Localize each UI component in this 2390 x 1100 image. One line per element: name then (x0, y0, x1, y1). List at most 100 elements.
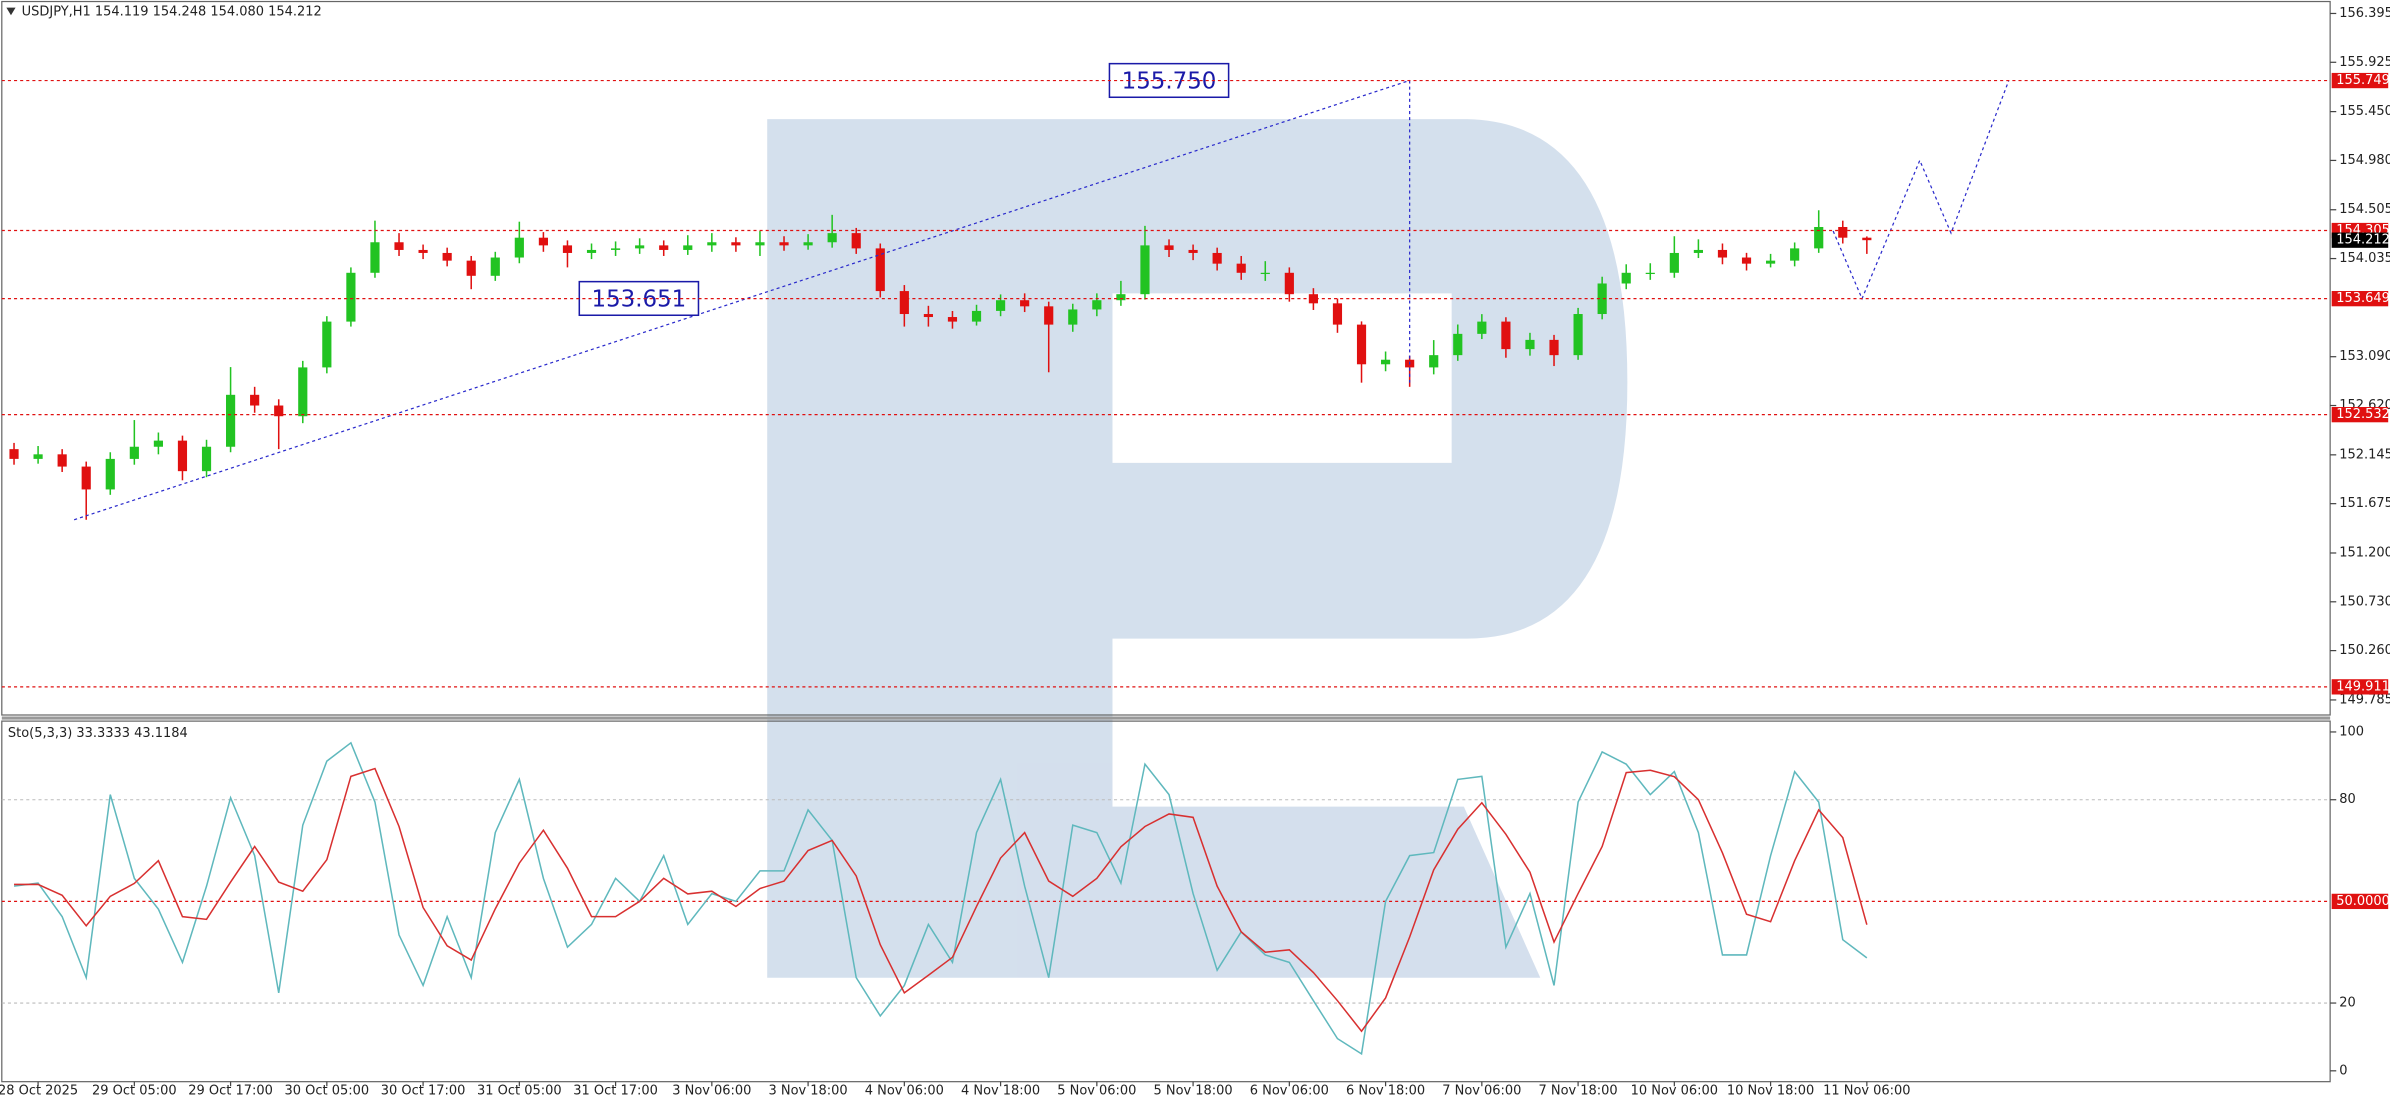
y-tick-label: 154.980 (2339, 153, 2390, 168)
candle-body (947, 317, 958, 322)
candle-body (1236, 263, 1246, 273)
x-tick-label: 30 Oct 17:00 (381, 1083, 466, 1098)
candle-body (1092, 300, 1102, 310)
level-label: 149.911 (2336, 679, 2390, 694)
candle-body (9, 449, 19, 459)
candle-body (1669, 252, 1679, 273)
candle-body (707, 242, 717, 246)
x-tick-label: 4 Nov 18:00 (961, 1083, 1040, 1098)
indicator-line (13, 741, 1868, 1056)
candle-body (1741, 257, 1752, 264)
level-label: 50.0000 (2336, 894, 2390, 909)
y-tick-label: 155.925 (2339, 55, 2390, 70)
candle-body (1381, 359, 1391, 365)
candle-body (1020, 300, 1030, 307)
forecast-line (73, 79, 1410, 521)
y-tick-label: 150.730 (2339, 594, 2390, 609)
annotation-label: 153.651 (592, 286, 687, 312)
watermark (767, 119, 1628, 978)
candle-body (875, 248, 885, 292)
candle-body (1356, 324, 1367, 365)
y-tick-label: 153.090 (2339, 349, 2390, 364)
candle-body (635, 245, 645, 249)
x-tick-label: 6 Nov 18:00 (1346, 1083, 1425, 1098)
price-panel-frame (1, 0, 2331, 716)
candle-body (466, 260, 476, 276)
y-tick-label: 80 (2339, 792, 2356, 807)
x-tick-label: 6 Nov 06:00 (1250, 1083, 1329, 1098)
y-tick-label: 100 (2339, 724, 2364, 739)
candle-body (1597, 283, 1607, 315)
x-tick-label: 7 Nov 18:00 (1538, 1083, 1617, 1098)
forecast-line (1832, 80, 2010, 301)
candle-body (827, 233, 837, 243)
candle-body (779, 242, 789, 246)
candle-body (250, 394, 260, 406)
x-tick-label: 10 Nov 18:00 (1727, 1083, 1814, 1098)
candle-body (370, 242, 380, 273)
x-tick-label: 4 Nov 06:00 (865, 1083, 944, 1098)
y-tick-label: 151.200 (2339, 545, 2390, 560)
candle-body (1284, 272, 1294, 295)
menu-arrow (6, 7, 16, 16)
candle-body (298, 367, 308, 417)
candle-body (1838, 226, 1848, 238)
x-tick-label: 30 Oct 05:00 (285, 1083, 370, 1098)
candle-body (1212, 252, 1222, 264)
candle-body (1332, 303, 1343, 325)
candle-body (1140, 245, 1150, 295)
current-price-label: 154.212 (2336, 233, 2390, 248)
candle-body (1068, 309, 1078, 325)
y-tick-label: 20 (2339, 996, 2356, 1011)
candle-body (586, 249, 597, 253)
candle-body (1766, 260, 1776, 264)
x-tick-label: 11 Nov 06:00 (1823, 1083, 1910, 1098)
candle-body (418, 249, 428, 253)
candle-body (803, 242, 813, 246)
candle-body (851, 233, 861, 249)
candle-body (1260, 272, 1270, 275)
y-tick-label: 156.395 (2339, 6, 2390, 21)
x-tick-label: 5 Nov 06:00 (1057, 1083, 1136, 1098)
y-tick-label: 150.260 (2339, 643, 2390, 658)
candle-body (129, 446, 139, 459)
x-tick-label: 29 Oct 05:00 (92, 1083, 177, 1098)
y-tick-label: 154.505 (2339, 202, 2390, 217)
candle-body (899, 291, 909, 315)
candle-body (731, 242, 741, 246)
candle-body (538, 237, 548, 246)
candle-body (1525, 339, 1535, 350)
candle-body (201, 446, 212, 472)
candle-body (1308, 294, 1318, 304)
candle-body (1477, 321, 1487, 334)
level-label-box (2331, 407, 2389, 423)
candle-body (562, 245, 573, 253)
y-tick-label: 0 (2339, 1063, 2347, 1078)
candle-body (611, 248, 621, 250)
candle-body (1573, 314, 1583, 356)
candle-body (971, 310, 982, 322)
indicator-title: Sto(5,3,3) 33.3333 43.1184 (8, 726, 188, 741)
chart-title: USDJPY,H1 154.119 154.248 154.080 154.21… (22, 5, 322, 20)
x-tick-label: 7 Nov 06:00 (1442, 1083, 1521, 1098)
indicator-line (14, 767, 1868, 1033)
x-tick-label: 10 Nov 06:00 (1631, 1083, 1718, 1098)
watermark-leg (1112, 806, 1541, 978)
watermark-bowl (767, 119, 1628, 978)
candle-body (274, 405, 284, 417)
x-tick-label: 31 Oct 17:00 (573, 1083, 658, 1098)
y-tick-label: 155.450 (2339, 104, 2390, 119)
level-label-box (2331, 291, 2389, 307)
level-label: 152.532 (2336, 407, 2390, 422)
candle-body (1188, 249, 1198, 253)
candle-body (1164, 245, 1174, 250)
candle-body (490, 257, 500, 276)
candle-body (394, 242, 404, 250)
candle-body (1549, 339, 1559, 356)
candle-body (1429, 355, 1439, 368)
candle-body (57, 454, 67, 467)
candle-body (514, 237, 524, 258)
x-tick-label: 31 Oct 05:00 (477, 1083, 562, 1098)
candle-body (33, 454, 43, 459)
